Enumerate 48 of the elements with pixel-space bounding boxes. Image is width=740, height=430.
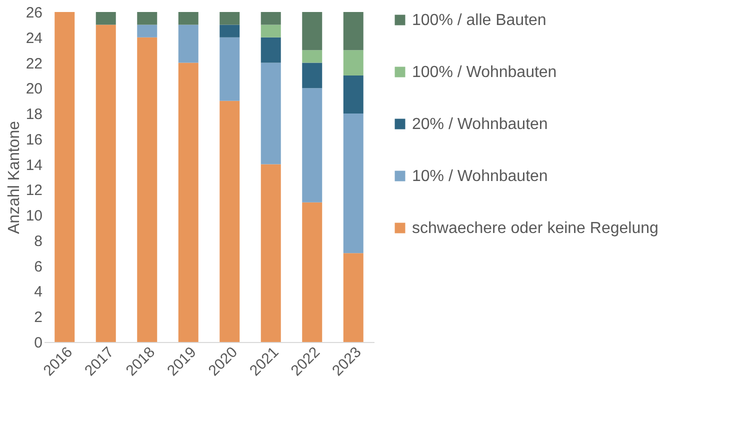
- legend-label: schwaechere oder keine Regelung: [412, 220, 658, 237]
- bar: [260, 24, 281, 38]
- bar: [343, 253, 364, 342]
- bar: [178, 62, 198, 342]
- bar: [220, 24, 240, 38]
- bar: [343, 114, 364, 254]
- bar: [260, 164, 281, 342]
- bar: [260, 62, 281, 164]
- y-tick-label: 22: [26, 55, 42, 72]
- y-tick-label: 8: [34, 232, 42, 250]
- y-tick-label: 24: [26, 30, 42, 47]
- y-tick-label: 14: [26, 156, 42, 174]
- y-tick-label: 20: [26, 80, 42, 98]
- y-tick-label: 16: [26, 131, 42, 148]
- bar: [178, 24, 198, 63]
- y-tick-label: 26: [26, 4, 42, 22]
- y-axis-title: Anzahl Kantone: [6, 120, 23, 234]
- bar: [302, 12, 322, 50]
- bar: [260, 37, 281, 63]
- bar: [96, 24, 116, 342]
- bar: [302, 88, 322, 202]
- bar: [260, 12, 281, 25]
- bar: [220, 100, 240, 342]
- bar: [137, 37, 158, 342]
- bar: [137, 24, 158, 38]
- bar: [302, 50, 322, 63]
- legend-label: 100% / alle Bauten: [412, 12, 546, 29]
- legend-label: 100% / Wohnbauten: [412, 64, 557, 81]
- bar: [302, 202, 322, 342]
- bar: [54, 12, 75, 342]
- bar: [343, 75, 364, 114]
- bar: [96, 12, 116, 25]
- bar: [302, 62, 322, 88]
- bar: [220, 12, 240, 25]
- legend-label: 20% / Wohnbauten: [412, 116, 548, 133]
- bar: [343, 50, 364, 76]
- bar: [178, 12, 198, 25]
- y-tick-label: 6: [34, 258, 42, 276]
- bar: [137, 12, 158, 25]
- y-tick-label: 2: [34, 309, 42, 326]
- bar: [220, 37, 240, 101]
- y-tick-label: 0: [34, 334, 42, 352]
- bar: [343, 12, 364, 50]
- y-tick-label: 18: [26, 106, 42, 124]
- legend-label: 10% / Wohnbauten: [412, 168, 548, 185]
- y-tick-label: 10: [26, 208, 42, 225]
- y-tick-label: 4: [34, 284, 42, 301]
- y-tick-label: 12: [26, 182, 42, 200]
